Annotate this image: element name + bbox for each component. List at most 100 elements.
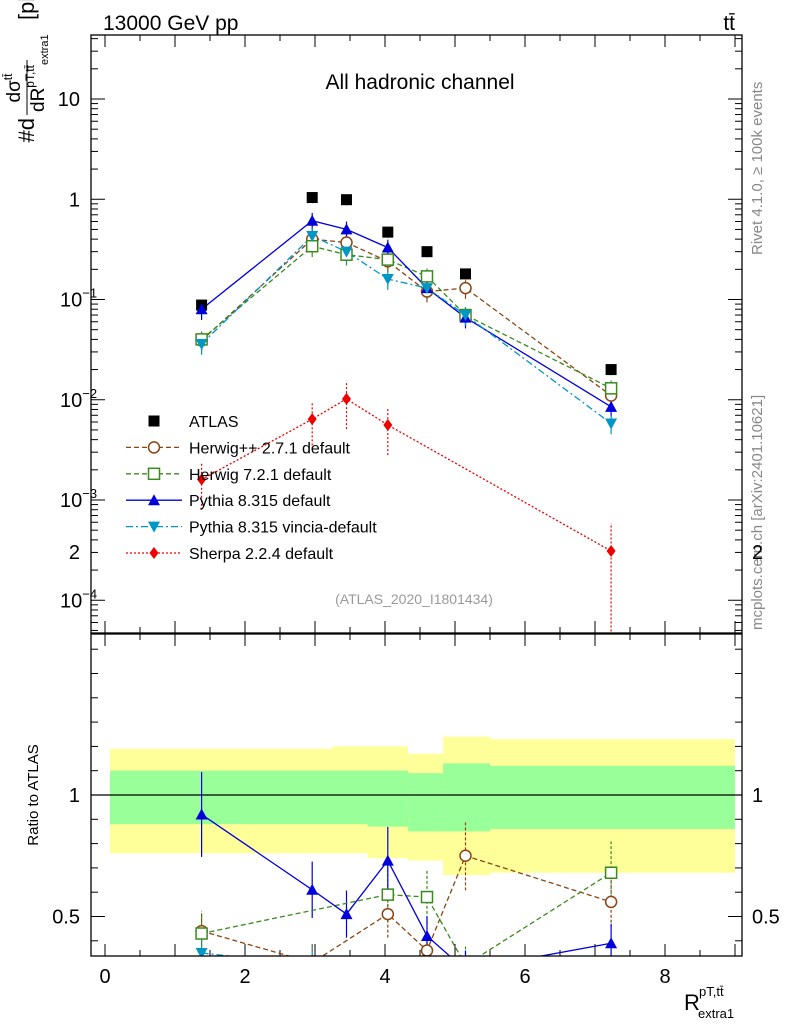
ratio-point [195,947,208,956]
ratio-point [195,808,208,820]
data-point [604,382,618,395]
data-point [342,392,351,405]
ratio-point [605,937,618,949]
watermark: (ATLAS_2020_I1801434) [335,591,493,607]
legend-marker [148,521,160,533]
main-ytick-label: 1 [69,189,80,211]
data-point [340,223,353,235]
ratio-ytick-label-right: 0.5 [752,907,780,929]
data-point [305,239,319,253]
data-point [340,236,353,249]
ratio-point [460,960,471,971]
series-line [201,220,612,408]
data-point [605,364,617,376]
legend-marker [149,547,159,559]
ratio-point [307,957,318,968]
ratio-ytick-label: 1 [69,785,80,807]
band-stat [443,763,490,832]
band-stat [332,770,368,825]
mcplots-label: mcplots.cern.ch [arXiv:2401.10621] [749,395,766,630]
data-point [381,274,394,286]
ratio-ticks: 0.5 0.5 1 1 2 2 0 2 4 6 8 [52,542,780,988]
band-stat [408,773,444,832]
legend-label: Pythia 8.315 vincia-default [189,520,377,537]
band-stat [259,770,333,825]
rivet-label: Rivet 4.1.0, ≥ 100k events [749,82,766,255]
xtick-label: 8 [659,966,670,988]
xtick-label: 2 [239,966,250,988]
svg-text:[pb]: [pb] [14,0,39,20]
data-point [340,246,353,258]
data-point [421,283,433,295]
legend-marker [148,494,160,506]
svg-text:dσtt̄: dσtt̄ [1,73,25,103]
svg-text:R: R [684,990,700,1015]
data-point [460,268,471,280]
data-point [306,214,319,226]
ratio-point [381,907,395,921]
ratio-point [306,960,318,971]
data-point [381,241,394,253]
ratio-ytick-label-right: 2 [752,542,763,564]
legend-label: Pythia 8.315 default [189,493,331,510]
ratio-panel: 0.5 0.5 1 1 2 2 0 2 4 6 8 Ratio to ATLAS R pT,tt̄ … [25,542,780,1021]
main-panel: All hadronic channel (ATLAS_2020_I180143… [1,0,743,634]
main-ytick-label: 10 [58,89,80,111]
svg-text:pT,tt̄: pT,tt̄ [699,984,724,999]
ratio-ytick-label: 0.5 [52,907,80,929]
band-stat [109,770,260,825]
data-point [197,473,207,486]
legend-marker [148,415,160,427]
data-point [341,194,352,206]
legend-marker [147,441,161,454]
data-point [459,281,472,295]
main-title: All hadronic channel [325,71,514,94]
ratio-line [201,854,612,956]
legend: ATLAS Herwig++ 2.7.1 default Herwig 7.2.1 … [126,414,377,563]
data-point [606,544,616,557]
data-point [306,192,318,204]
xtick-label: 6 [519,966,530,988]
data-point [195,303,208,315]
svg-text:extra1: extra1 [698,1006,734,1021]
legend-label: Herwig++ 2.7.1 default [189,440,351,457]
xtick-label: 4 [379,966,390,988]
ratio-ylabel: Ratio to ATLAS [25,744,42,845]
data-point [383,418,393,431]
ratio-markers [195,808,618,975]
ratio-frame [90,633,743,957]
data-point [381,253,395,266]
data-point [605,418,618,430]
ratio-point [460,964,472,975]
data-point [382,226,394,238]
ratio-point [604,895,618,909]
series-line [201,235,612,424]
band-stat [367,770,409,827]
ratio-point [306,883,319,895]
header-right: tt̄ [723,12,735,35]
data-point [421,246,433,258]
data-point [195,338,208,350]
data-point [420,270,434,283]
series-line [201,238,612,397]
ratio-point [195,927,208,940]
data-point [306,230,319,242]
ratio-line [201,952,236,956]
data-point [605,400,618,412]
ratio-point [381,888,395,901]
data-point [459,310,472,322]
ratio-ytick-label-right: 1 [752,785,763,807]
svg-text:#d: #d [14,118,39,142]
main-ylabel: #d dσtt̄ dRpT,tt̄extra1 [pb] [1,0,51,142]
ratio-ytick-label: 2 [69,542,80,564]
ratio-point [459,849,472,862]
band-stat [490,765,735,830]
x-axis-label: R pT,tt̄ extra1 [684,984,734,1021]
ratio-point [421,929,433,941]
main-markers [195,192,618,557]
legend-label: ATLAS [189,414,239,431]
ratio-point [381,854,394,866]
ratio-point [604,866,618,880]
